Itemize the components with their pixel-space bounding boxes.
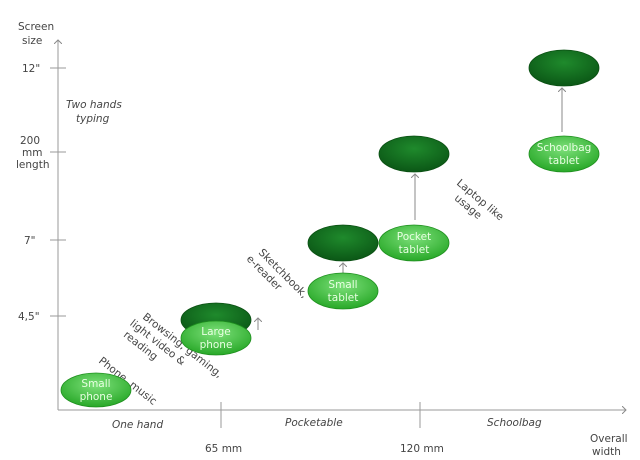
- y-tick-200mm-line2: mm: [22, 147, 42, 159]
- device-small-tablet-line2: tablet: [328, 292, 359, 304]
- device-schoolbag-tablet-line2: tablet: [549, 155, 580, 167]
- device-pocket-tablet-line2: tablet: [399, 244, 430, 256]
- target-ellipse-small-tablet: [307, 224, 379, 262]
- device-small-phone-line2: phone: [80, 391, 113, 403]
- x-axis: [58, 402, 626, 428]
- annotation-two-hands-line2: typing: [76, 113, 110, 125]
- device-large-phone-line1: Large: [201, 326, 231, 338]
- region-schoolbag: Schoolbag: [487, 417, 542, 429]
- y-tick-200mm-line3: length: [16, 159, 49, 171]
- device-small-tablet: Small tablet: [307, 272, 379, 310]
- x-tick-120mm: 120 mm: [400, 443, 444, 455]
- device-pocket-tablet: Pocket tablet: [378, 224, 450, 262]
- y-tick-12in: 12": [22, 63, 40, 75]
- y-tick-200mm-line1: 200: [20, 135, 40, 147]
- x-tick-65mm: 65 mm: [205, 443, 242, 455]
- region-pocketable: Pocketable: [285, 417, 343, 429]
- device-large-phone: Large phone: [180, 320, 252, 356]
- y-tick-7in: 7": [24, 235, 36, 247]
- y-axis-title-line1: Screen: [18, 21, 54, 33]
- region-one-hand: One hand: [112, 419, 163, 431]
- annotation-sketchbook: Sketchbook, e-reader: [244, 247, 310, 301]
- device-small-phone: Small phone: [60, 372, 132, 408]
- device-schoolbag-tablet: Schoolbag tablet: [528, 135, 600, 173]
- device-large-phone-line2: phone: [200, 339, 233, 351]
- y-tick-4-5in: 4,5": [18, 311, 40, 323]
- device-small-phone-line1: Small: [81, 378, 110, 390]
- target-ellipse-schoolbag-tablet: [528, 49, 600, 87]
- device-small-tablet-line1: Small: [328, 279, 357, 291]
- device-schoolbag-tablet-line1: Schoolbag: [537, 142, 592, 154]
- x-axis-title-line1: Overall: [590, 433, 628, 445]
- annotation-two-hands-line1: Two hands: [66, 99, 122, 111]
- device-pocket-tablet-line1: Pocket: [397, 231, 431, 243]
- y-axis-title-line2: size: [22, 35, 42, 47]
- x-axis-title-line2: width: [592, 446, 621, 458]
- target-ellipse-pocket-tablet: [378, 135, 450, 173]
- annotation-laptop: Laptop like usage: [452, 177, 506, 223]
- y-axis: [50, 40, 66, 410]
